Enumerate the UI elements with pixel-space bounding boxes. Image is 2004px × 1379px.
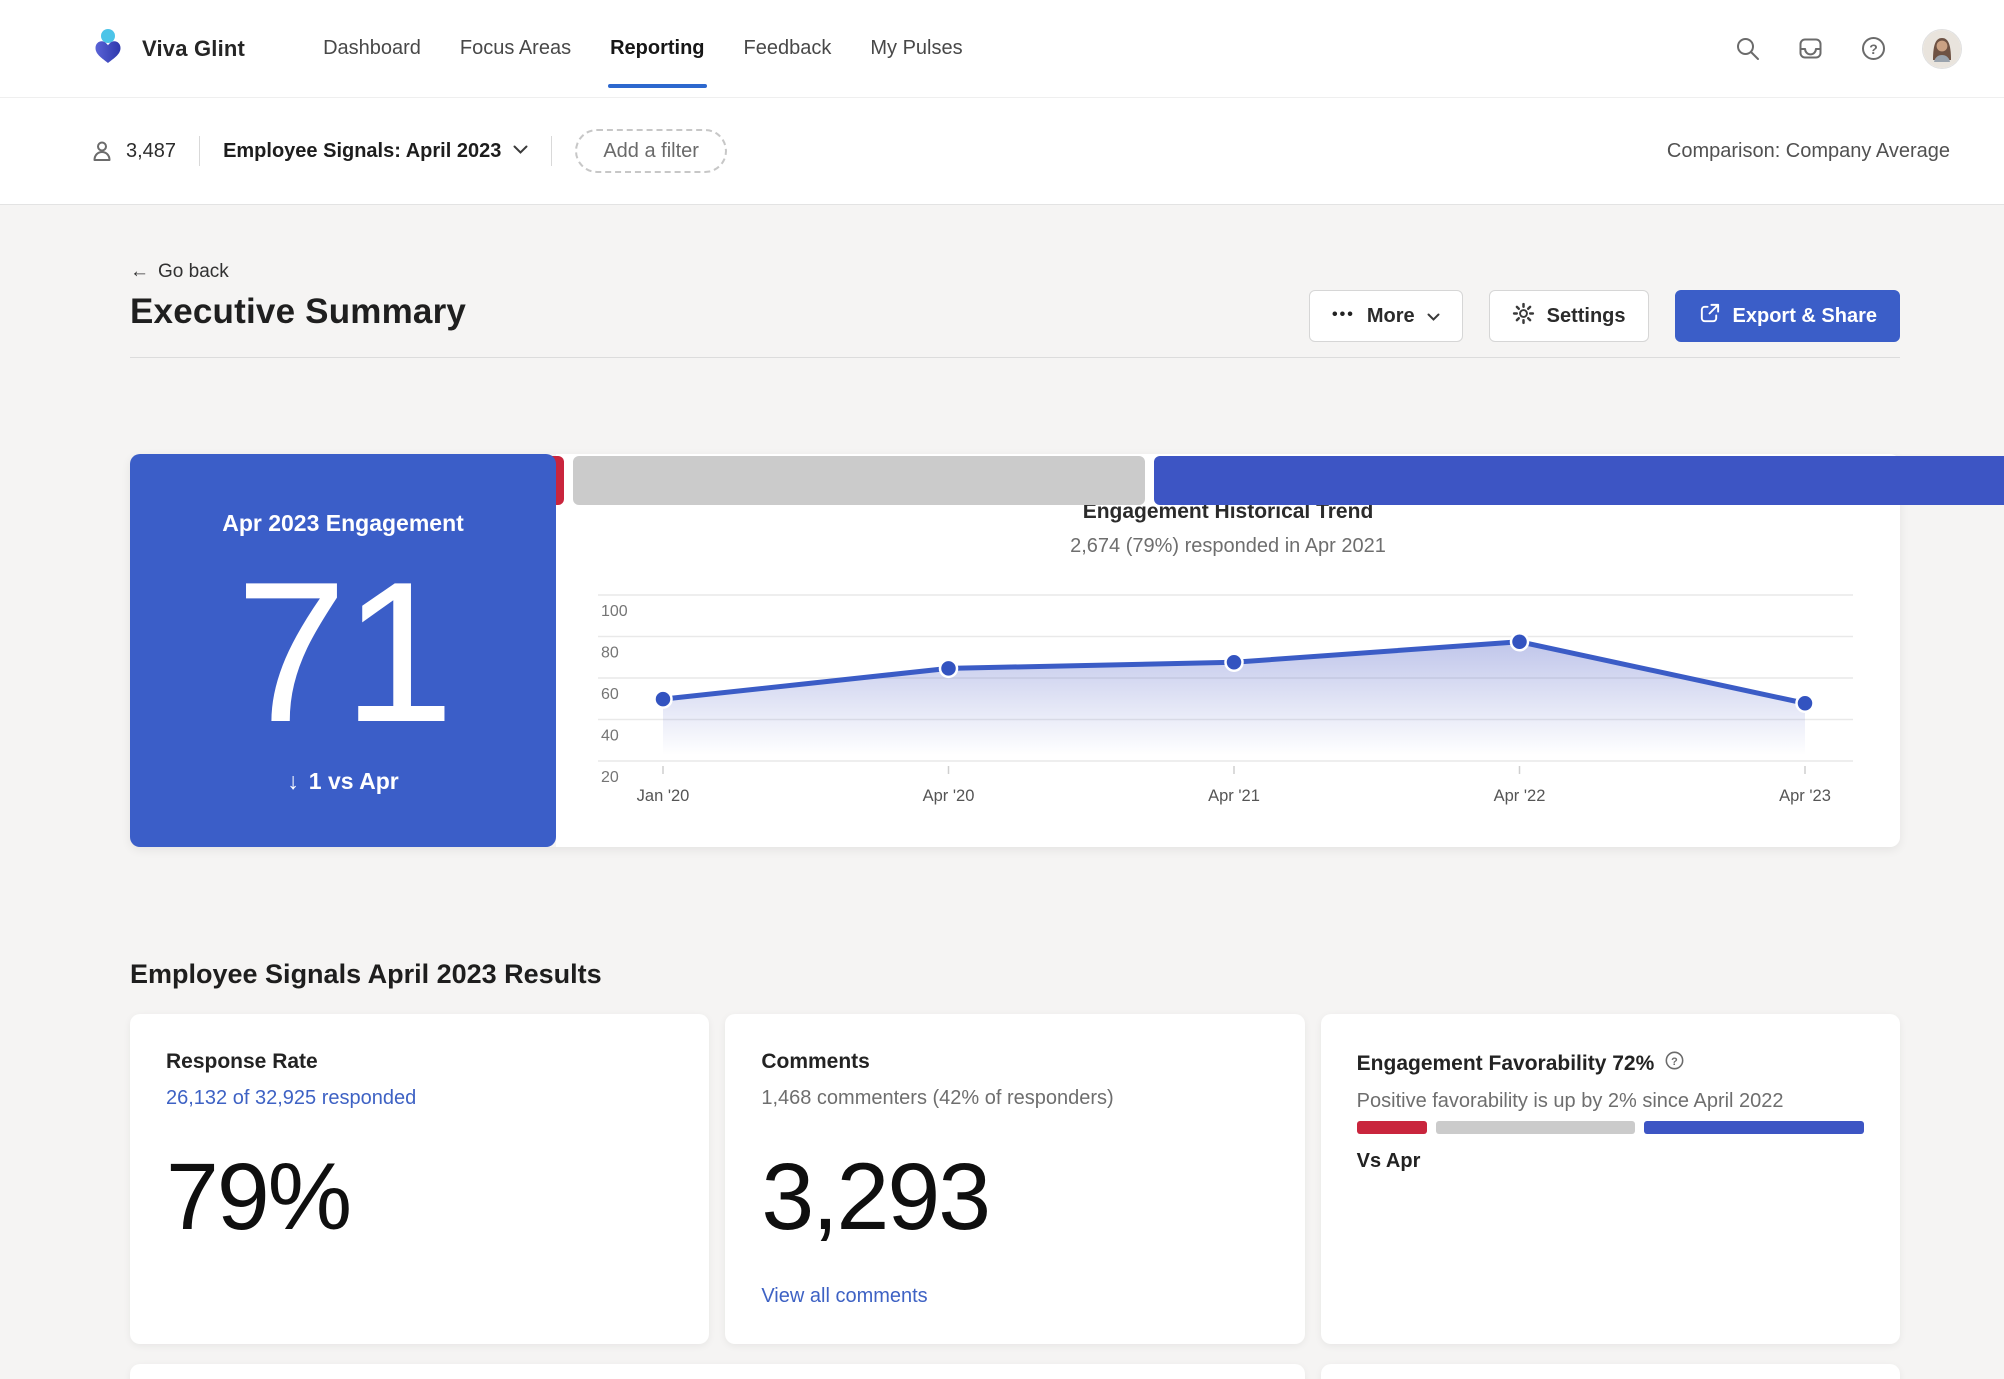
survey-selector-dropdown[interactable]: Employee Signals: April 2023: [223, 140, 528, 163]
svg-text:?: ?: [1671, 1056, 1678, 1068]
results-section-heading: Employee Signals April 2023 Results: [130, 959, 1900, 990]
arrow-down-icon: ↓: [287, 768, 299, 795]
next-cards-row-peek: [130, 1364, 1900, 1379]
respondent-count: 3,487: [126, 140, 176, 163]
ellipsis-icon: •••: [1332, 306, 1355, 324]
divider: [199, 136, 200, 166]
y-axis-label: 100: [601, 603, 628, 620]
top-navigation-bar: Viva Glint Dashboard Focus Areas Reporti…: [0, 0, 2004, 98]
x-axis-label: Apr '22: [1494, 787, 1546, 805]
more-label: More: [1367, 305, 1415, 328]
nav-actions: ?: [1733, 29, 1962, 69]
inbox-icon[interactable]: [1796, 35, 1824, 63]
primary-nav: Dashboard Focus Areas Reporting Feedback…: [321, 0, 965, 97]
engagement-score: 71: [236, 553, 450, 753]
go-back-link[interactable]: ← Go back: [130, 261, 229, 283]
favorability-comparison-label: Vs Apr: [1357, 1150, 1864, 1173]
comparison-label[interactable]: Comparison: Company Average: [1667, 140, 1950, 163]
nav-item-focus-areas[interactable]: Focus Areas: [458, 0, 573, 97]
response-rate-detail-link[interactable]: 26,132 of 32,925 responded: [166, 1087, 673, 1110]
go-back-label: Go back: [158, 261, 229, 283]
favorability-segment-neutral: [1436, 1121, 1636, 1134]
engagement-delta-label: 1 vs Apr: [309, 768, 399, 795]
filter-bar: 3,487 Employee Signals: April 2023 Add a…: [0, 98, 2004, 205]
view-all-comments-link[interactable]: View all comments: [761, 1285, 1268, 1308]
data-point[interactable]: [1797, 695, 1814, 712]
response-rate-card: Response Rate 26,132 of 32,925 responded…: [130, 1014, 709, 1344]
brand-name: Viva Glint: [142, 36, 245, 62]
x-axis-label: Apr '20: [923, 787, 975, 805]
card-peek: [130, 1364, 1305, 1379]
main-content: ← Go back Executive Summary ••• More: [130, 205, 1900, 1379]
settings-button[interactable]: Settings: [1489, 290, 1649, 342]
help-icon[interactable]: ?: [1859, 35, 1887, 63]
favorability-segment-favorable: [1154, 456, 2004, 505]
results-cards: Response Rate 26,132 of 32,925 responded…: [130, 1014, 1900, 1344]
comments-title: Comments: [761, 1050, 1268, 1074]
x-axis-label: Apr '21: [1208, 787, 1260, 805]
export-share-button[interactable]: Export & Share: [1675, 290, 1900, 342]
export-share-label: Export & Share: [1733, 305, 1877, 328]
favorability-bar-comparison: [1357, 1121, 1864, 1134]
favorability-card: Engagement Favorability 72% ? Positive f…: [1321, 1014, 1900, 1344]
arrow-left-icon: ←: [130, 261, 149, 283]
divider: [551, 136, 552, 166]
share-icon: [1698, 302, 1721, 331]
help-icon[interactable]: ?: [1664, 1050, 1685, 1077]
settings-label: Settings: [1547, 305, 1626, 328]
data-point[interactable]: [940, 660, 957, 677]
favorability-title: Engagement Favorability 72% ?: [1357, 1050, 1864, 1077]
engagement-score-tile[interactable]: Apr 2023 Engagement 71 ↓ 1 vs Apr: [130, 454, 556, 847]
comments-card: Comments 1,468 commenters (42% of respon…: [725, 1014, 1304, 1344]
favorability-segment-favorable: [1644, 1121, 1864, 1134]
trend-chart-panel: Engagement Historical Trend 2,674 (79%) …: [556, 454, 1900, 847]
gear-icon: [1512, 302, 1535, 331]
favorability-subtitle: Positive favorability is up by 2% since …: [1357, 1090, 1864, 1113]
search-icon[interactable]: [1733, 35, 1761, 63]
y-axis-label: 60: [601, 686, 619, 703]
title-divider: [130, 357, 1900, 358]
trend-line-svg: 10080604020Jan '20Apr '20Apr '21Apr '22A…: [598, 595, 1853, 761]
comments-value: 3,293: [761, 1150, 1268, 1245]
data-point[interactable]: [1511, 633, 1528, 650]
svg-text:?: ?: [1869, 41, 1878, 57]
chevron-down-icon: [513, 142, 528, 160]
header-actions: ••• More: [1309, 290, 1900, 342]
engagement-trend-chart: 10080604020Jan '20Apr '20Apr '21Apr '22A…: [598, 595, 1853, 761]
chart-subtitle: 2,674 (79%) responded in Apr 2021: [556, 535, 1900, 558]
x-axis-label: Apr '23: [1779, 787, 1831, 805]
more-button[interactable]: ••• More: [1309, 290, 1463, 342]
favorability-segment-neutral: [573, 456, 1145, 505]
response-rate-value: 79%: [166, 1150, 673, 1245]
engagement-summary-card: Apr 2023 Engagement 71 ↓ 1 vs Apr Engage…: [130, 454, 1900, 847]
card-peek: [1321, 1364, 1900, 1379]
data-point[interactable]: [655, 691, 672, 708]
nav-item-reporting[interactable]: Reporting: [608, 0, 706, 97]
response-rate-title: Response Rate: [166, 1050, 673, 1074]
x-axis-label: Jan '20: [637, 787, 690, 805]
viva-glint-executive-summary-page: Viva Glint Dashboard Focus Areas Reporti…: [0, 0, 2004, 1379]
viva-glint-logo-icon: [88, 26, 128, 71]
user-avatar[interactable]: [1922, 29, 1962, 69]
engagement-delta: ↓ 1 vs Apr: [287, 768, 398, 795]
survey-selector-label: Employee Signals: April 2023: [223, 140, 501, 163]
engagement-tile-title: Apr 2023 Engagement: [222, 510, 464, 537]
add-filter-button[interactable]: Add a filter: [575, 129, 727, 173]
comments-subtitle: 1,468 commenters (42% of responders): [761, 1087, 1268, 1110]
nav-item-feedback[interactable]: Feedback: [742, 0, 834, 97]
y-axis-label: 40: [601, 728, 619, 745]
favorability-segment-unfavorable: [1357, 1121, 1427, 1134]
data-point[interactable]: [1226, 654, 1243, 671]
nav-item-dashboard[interactable]: Dashboard: [321, 0, 423, 97]
person-icon: [88, 137, 116, 165]
y-axis-label: 80: [601, 645, 619, 662]
nav-item-my-pulses[interactable]: My Pulses: [868, 0, 964, 97]
favorability-title-text: Engagement Favorability 72%: [1357, 1052, 1655, 1076]
chevron-down-icon: [1427, 305, 1440, 328]
y-axis-label: 20: [601, 769, 619, 786]
brand[interactable]: Viva Glint: [88, 26, 245, 71]
